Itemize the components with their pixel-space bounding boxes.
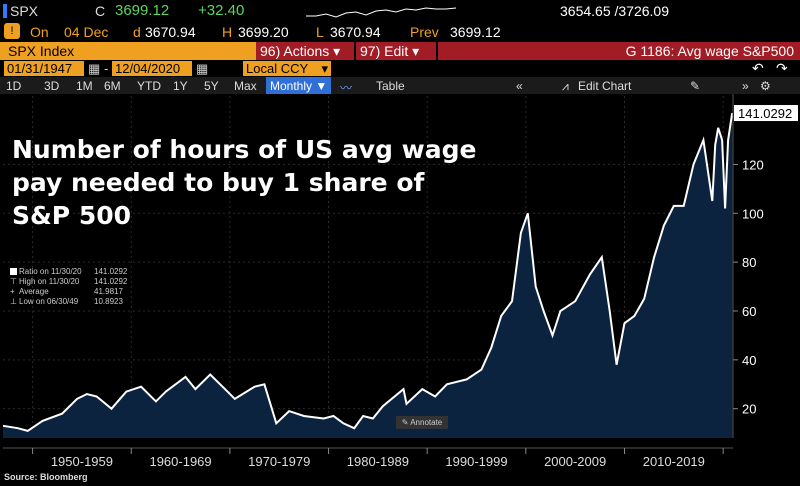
period-max[interactable]: Max	[234, 79, 257, 93]
legend-marker	[10, 268, 17, 275]
period-6m[interactable]: 6M	[104, 79, 121, 93]
period-ytd[interactable]: YTD	[137, 79, 161, 93]
period-1m[interactable]: 1M	[76, 79, 93, 93]
legend-item: Ratio on 11/30/20 141.0292	[9, 267, 129, 277]
period-bar: 1D 3D 1M 6M YTD 1Y 5Y Max Monthly ▼ 〰 Ta…	[0, 77, 800, 95]
alert-icon[interactable]: !	[4, 23, 20, 39]
period-5y[interactable]: 5Y	[204, 79, 219, 93]
period-3d[interactable]: 3D	[44, 79, 60, 93]
ticker-color-marker	[3, 4, 7, 18]
chart-area: 20 40 60 80 100 120 1950-1959 1960-1969 1970-19…	[2, 94, 798, 469]
legend-label: Average	[19, 287, 49, 296]
y-tick-label: 80	[742, 255, 756, 270]
draw-icon[interactable]: ✎	[690, 79, 701, 93]
legend-value: 10.8923	[94, 297, 123, 306]
legend-label: Low on 06/30/49	[19, 297, 79, 306]
date-separator: -	[104, 61, 109, 76]
open-value: 3670.94	[145, 24, 196, 40]
ticker-label: SPX	[10, 3, 39, 19]
quote-date: 04 Dec	[64, 24, 109, 40]
high-marker-icon: ⊤	[10, 277, 17, 286]
redo-icon[interactable]: ↷	[776, 60, 788, 76]
legend-label: High on 11/30/20	[19, 277, 80, 286]
ticker[interactable]: SPX	[3, 3, 38, 19]
currency-label: Local CCY	[246, 61, 309, 76]
y-tick-label: 100	[742, 206, 764, 221]
x-axis-ticks: 1950-1959 1960-1969 1970-1979 1980-1989 1990…	[3, 447, 733, 469]
command-bar: SPX Index 96) Actions ▾ 97) Edit ▾ G 118…	[0, 42, 800, 60]
expand-icon[interactable]: »	[742, 79, 749, 93]
x-tick-label: 2000-2009	[544, 454, 606, 469]
x-tick-label: 1970-1979	[248, 454, 310, 469]
period-1y[interactable]: 1Y	[173, 79, 188, 93]
low-value: 3670.94	[330, 24, 381, 40]
legend-item: ⊤ High on 11/30/20 141.0292	[9, 277, 129, 287]
day-range: 3654.65 /3726.09	[560, 3, 669, 19]
annotate-label: Annotate	[410, 418, 443, 427]
annotate-button[interactable]: ✎ Annotate	[396, 416, 448, 429]
y-tick-label: 60	[742, 304, 756, 319]
y-tick-label: 120	[742, 157, 764, 172]
last-value-label: 141.0292	[738, 106, 792, 121]
line-chart-icon[interactable]: 〰	[340, 81, 353, 95]
actions-menu[interactable]: 96) Actions ▾	[256, 42, 354, 60]
legend-item: ⊥ Low on 06/30/49 10.8923	[9, 297, 129, 307]
undo-icon[interactable]: ↶	[752, 60, 764, 76]
ohlc-line: ! On 04 Dec d 3670.94 H 3699.20 L 3670.9…	[0, 22, 800, 42]
legend-item: + Average 41.9817	[9, 287, 129, 297]
x-tick-label: 1980-1989	[347, 454, 409, 469]
legend-value: 141.0292	[94, 267, 128, 276]
prev-label: Prev	[410, 24, 439, 40]
series-line	[2, 112, 734, 432]
quote-line: SPX C 3699.12 +32.40 3654.65 /3726.09	[0, 0, 800, 22]
start-date-field[interactable]: 01/31/1947	[4, 61, 84, 76]
prev-value: 3699.12	[450, 24, 501, 40]
last-value-box	[734, 105, 798, 122]
edit-chart-button[interactable]: Edit Chart	[578, 79, 632, 93]
high-value: 3699.20	[238, 24, 289, 40]
net-change: +32.40	[198, 2, 245, 19]
legend-value: 41.9817	[94, 287, 123, 296]
settings-gear-icon[interactable]: ⚙	[760, 79, 771, 93]
x-tick-label: 1950-1959	[51, 454, 113, 469]
intraday-sparkline	[306, 7, 456, 18]
calendar-icon-end[interactable]: ▦	[196, 61, 209, 76]
low-marker-icon: ⊥	[10, 297, 17, 306]
collapse-icon[interactable]: «	[516, 79, 523, 93]
y-axis-ticks: 20 40 60 80 100 120	[733, 157, 764, 417]
edit-menu[interactable]: 97) Edit ▾	[356, 42, 436, 60]
high-label: H	[222, 24, 233, 40]
y-tick-label: 20	[742, 402, 756, 417]
period-1d[interactable]: 1D	[6, 79, 22, 93]
table-button[interactable]: Table	[376, 79, 405, 93]
legend: Ratio on 11/30/20 141.0292 ⊤ High on 11/30…	[9, 267, 129, 307]
source-note: Source: Bloomberg	[4, 472, 88, 482]
currency-select[interactable]: Local CCY ▾	[243, 61, 331, 76]
y-tick-label: 40	[742, 353, 756, 368]
last-price: 3699.12	[115, 2, 170, 19]
on-label: On	[30, 24, 49, 40]
chart-edit-icon[interactable]: ⩘	[562, 79, 569, 93]
chart-title: Number of hours of US avg wage pay neede…	[12, 135, 477, 230]
calendar-icon[interactable]: ▦	[88, 61, 101, 76]
frequency-select[interactable]: Monthly ▼	[266, 77, 332, 94]
legend-label: Ratio on 11/30/20	[19, 267, 82, 276]
chevron-down-icon: ▾	[321, 61, 328, 76]
security-field[interactable]: SPX Index	[0, 42, 256, 60]
last-value-tag: 141.0292	[734, 105, 798, 122]
average-marker-icon: +	[10, 287, 15, 296]
end-date-field[interactable]: 12/04/2020	[112, 61, 192, 76]
x-tick-label: 1960-1969	[149, 454, 211, 469]
close-label: C	[95, 3, 106, 19]
series-area	[3, 113, 733, 438]
graph-title: G 1186: Avg wage S&P500	[438, 42, 800, 60]
date-range-bar: 01/31/1947 ▦ - 12/04/2020 ▦ Local CCY ▾ ↶…	[0, 60, 800, 77]
x-tick-label: 2010-2019	[643, 454, 705, 469]
d-label: d	[133, 24, 141, 40]
low-label: L	[316, 24, 324, 40]
x-tick-label: 1990-1999	[445, 454, 507, 469]
legend-value: 141.0292	[94, 277, 128, 286]
